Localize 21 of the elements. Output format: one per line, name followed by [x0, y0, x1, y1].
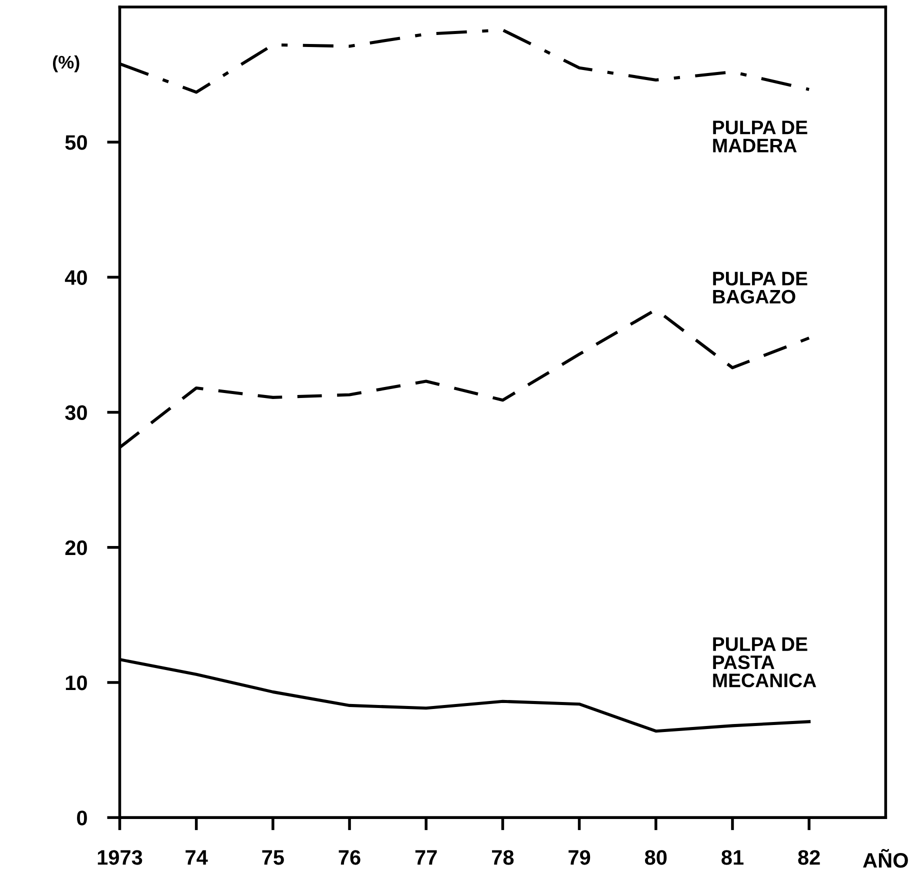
- series-label: PULPA DE PASTA MECANICA: [713, 637, 816, 688]
- y-axis-title: (%): [52, 55, 80, 72]
- series-label: PULPA DE MADERA: [713, 120, 808, 152]
- x-tick-label: 82: [798, 850, 820, 865]
- y-tick-label: 30: [65, 405, 87, 420]
- x-tick-label: 76: [338, 850, 360, 865]
- y-tick-label: 20: [65, 540, 87, 556]
- y-tick-label: 10: [66, 675, 87, 690]
- x-tick-label: 77: [415, 850, 437, 865]
- x-tick-label: 75: [262, 850, 284, 865]
- y-tick-label: 0: [77, 810, 87, 826]
- x-axis-title: AÑO: [863, 848, 908, 868]
- y-tick-label: 40: [64, 270, 87, 285]
- series-label: PULPA DE BAGAZO: [713, 272, 808, 304]
- x-tick-label: 78: [492, 850, 514, 865]
- x-tick-label: 79: [568, 850, 590, 865]
- y-tick-label: 50: [65, 135, 87, 150]
- x-tick-label: 74: [186, 850, 208, 865]
- x-tick-label: 80: [644, 850, 667, 865]
- x-tick-label: 81: [722, 850, 744, 865]
- x-tick-label: 1973: [98, 850, 142, 865]
